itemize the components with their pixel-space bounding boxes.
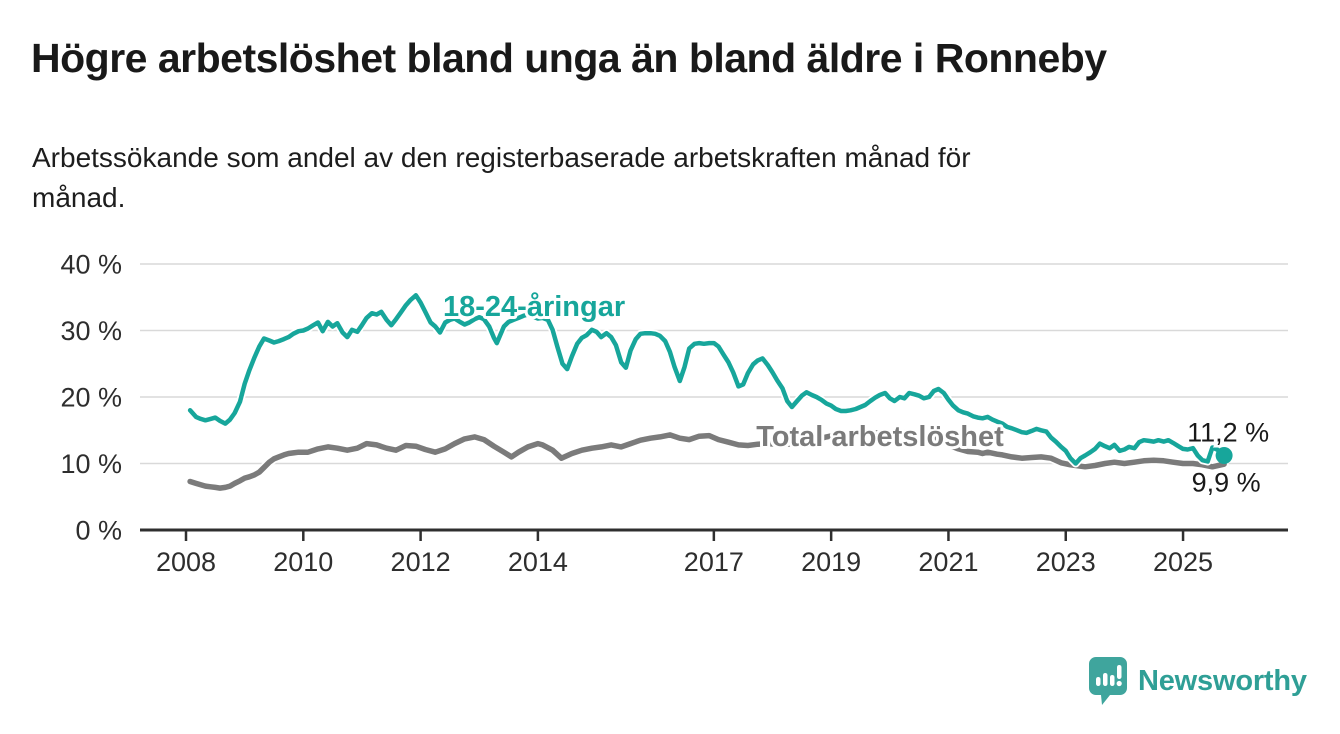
newsworthy-chart-bubble-icon — [1089, 657, 1127, 705]
chart-subtitle: Arbetssökande som andel av den registerb… — [32, 138, 1272, 218]
series-label-18-24-aringar: 18-24-åringar — [443, 291, 625, 323]
end-value-label-youth: 11,2 % — [1187, 418, 1269, 448]
series-total-arbetsloshet-line — [187, 428, 1227, 491]
end-value-label-total: 9,9 % — [1192, 468, 1261, 498]
y-axis-tick-label: 20 % — [60, 383, 122, 413]
series-label-total-arbetsloshet: Total arbetslöshet — [756, 421, 1004, 453]
x-axis-tick-label: 2023 — [1036, 547, 1096, 577]
subtitle-line-2: månad. — [32, 182, 126, 213]
x-axis-tick-label: 2014 — [508, 547, 568, 577]
x-axis-tick-label: 2010 — [273, 547, 333, 577]
x-axis-tick-label: 2019 — [801, 547, 861, 577]
unemployment-line-chart: 0 % 10 % 20 % 30 % 40 % 2008 2010 2012 2014 2017 2… — [60, 250, 1288, 577]
x-axis-tick-label: 2008 — [156, 547, 216, 577]
y-axis-tick-label: 0 % — [75, 516, 122, 546]
x-axis-tick-label: 2025 — [1153, 547, 1213, 577]
y-axis-tick-label: 10 % — [60, 449, 122, 479]
subtitle-line-1: Arbetssökande som andel av den registerb… — [32, 142, 971, 173]
page-title: Högre arbetslöshet bland unga än bland ä… — [31, 35, 1107, 81]
x-axis-tick-label: 2012 — [391, 547, 451, 577]
series-18-24-aringar-line — [187, 293, 1227, 466]
series-end-dot — [1215, 447, 1233, 465]
y-axis-tick-label: 30 % — [60, 316, 122, 346]
y-axis-tick-label: 40 % — [60, 250, 122, 280]
newsworthy-logo: Newsworthy — [1088, 656, 1307, 706]
x-axis-tick-label: 2021 — [918, 547, 978, 577]
newsworthy-wordmark: Newsworthy — [1138, 664, 1307, 697]
x-axis-tick-label: 2017 — [684, 547, 744, 577]
